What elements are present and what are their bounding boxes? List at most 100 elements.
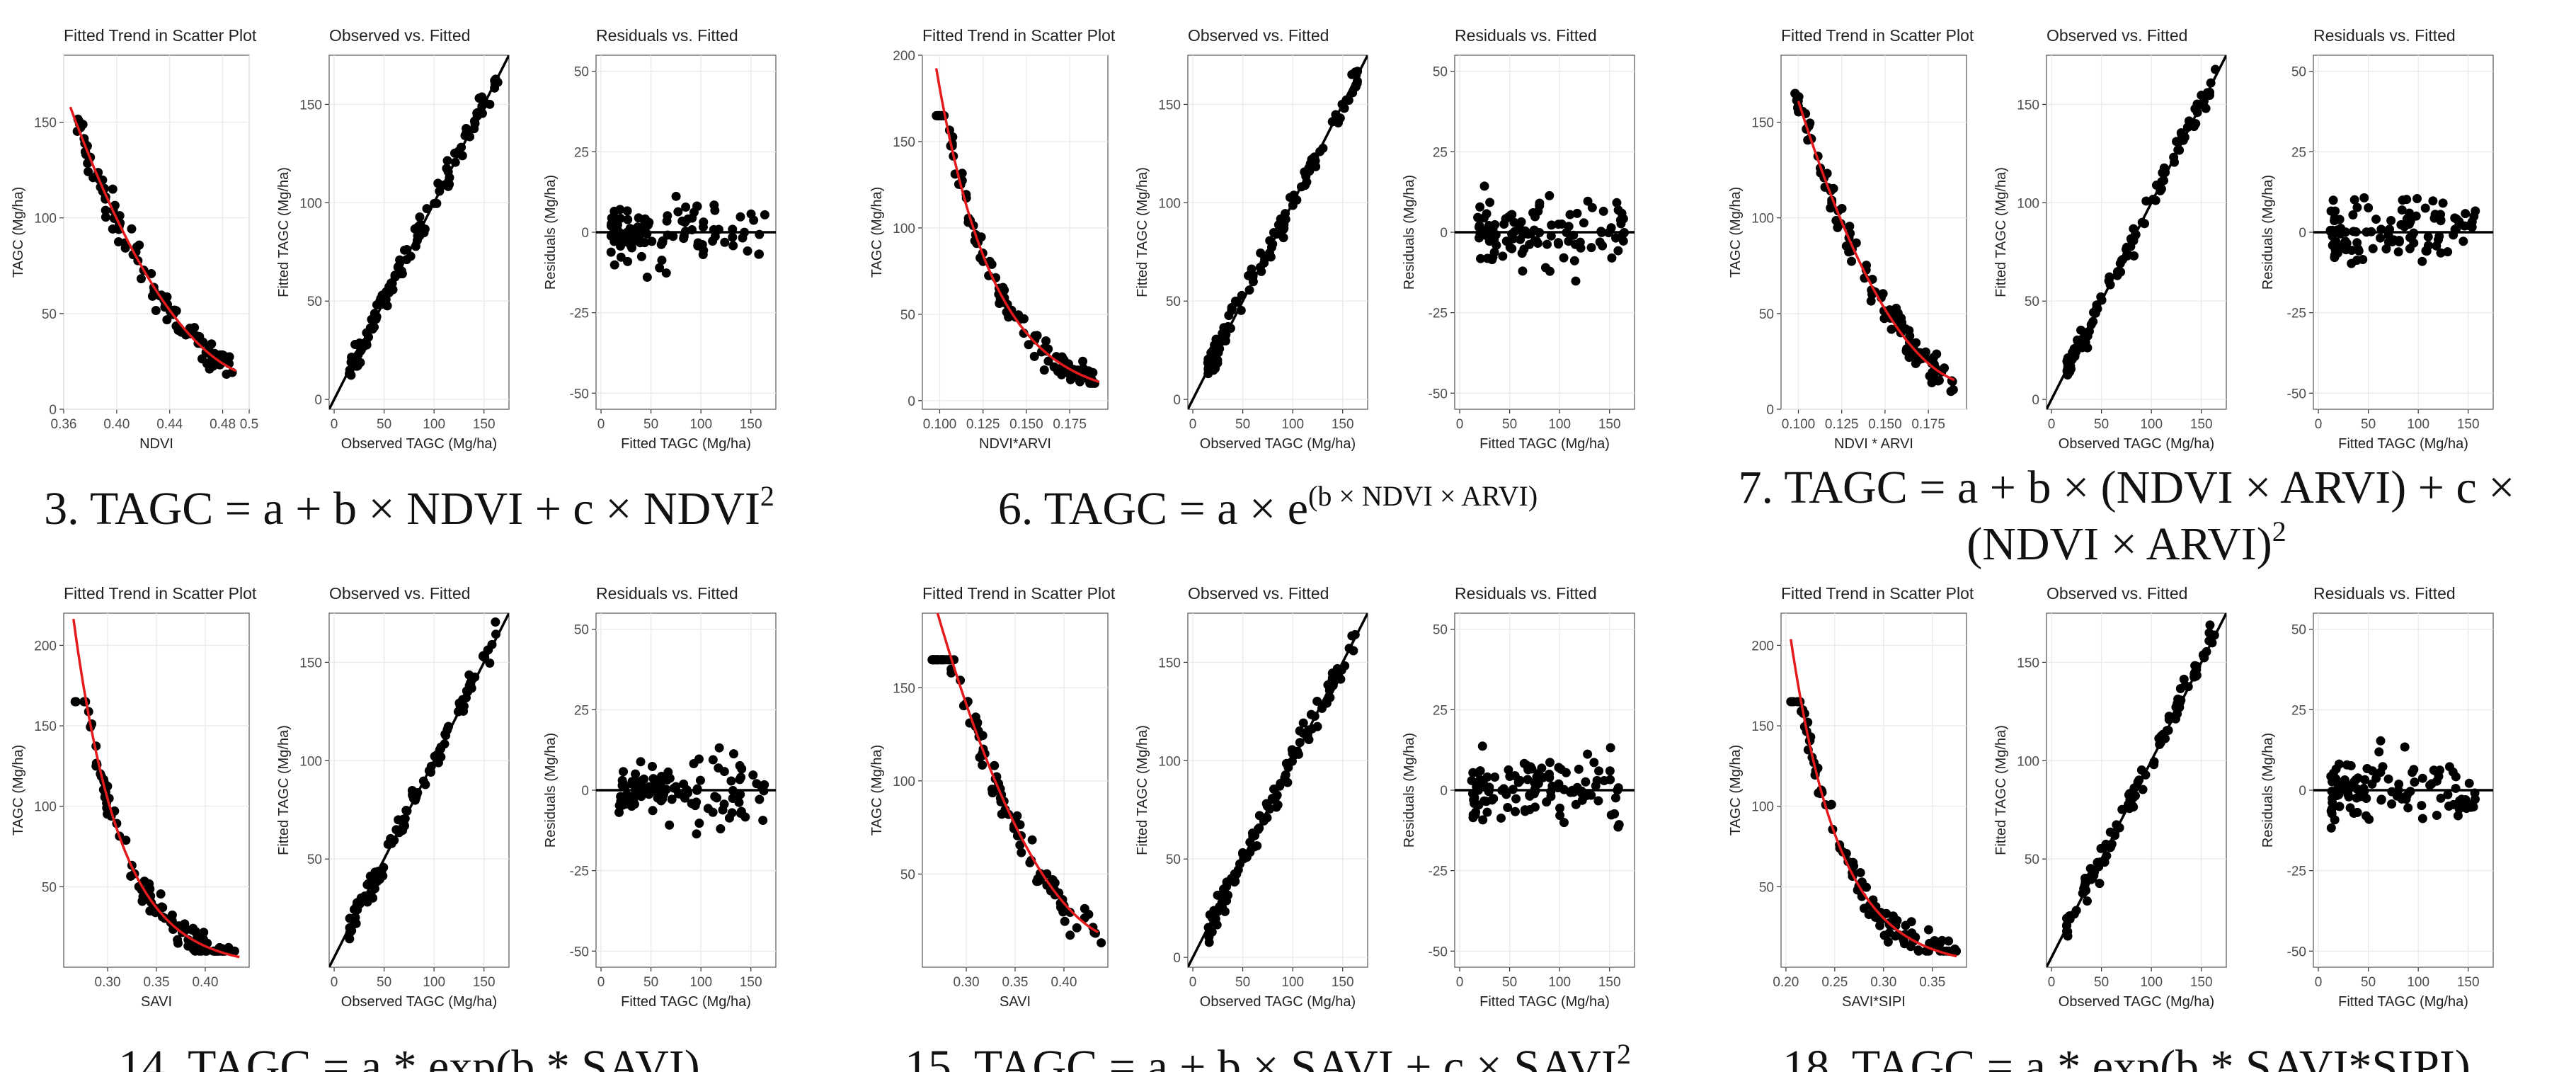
x-tick-label: 0.36 — [51, 417, 77, 432]
data-point — [1605, 766, 1615, 776]
data-point — [2352, 203, 2362, 212]
x-axis-label: SAVI — [1000, 994, 1031, 1010]
data-point — [2423, 232, 2433, 241]
data-point — [1298, 718, 1308, 728]
data-point — [1606, 223, 1616, 233]
x-tick-label: 100 — [2140, 975, 2163, 990]
data-point — [710, 205, 720, 215]
y-tick-label: 150 — [1751, 719, 1774, 734]
data-point — [395, 255, 405, 265]
data-point — [1946, 387, 1956, 397]
data-point — [2436, 793, 2446, 803]
data-point — [671, 191, 681, 201]
data-point — [1555, 811, 1565, 821]
data-point — [735, 809, 745, 819]
x-tick-label: 0 — [2315, 417, 2323, 432]
y-tick-label: 50 — [2025, 853, 2039, 867]
data-point — [1043, 356, 1053, 366]
data-point — [978, 731, 988, 741]
x-axis-label: Observed TAGC (Mg/ha) — [2059, 436, 2214, 452]
x-tick-label: 0.20 — [1773, 975, 1799, 990]
data-point — [634, 213, 643, 223]
data-point — [1837, 204, 1847, 214]
caption-superscript: 2 — [760, 480, 774, 512]
data-point — [350, 340, 360, 350]
data-point — [728, 793, 738, 803]
x-tick-label: 0.35 — [144, 975, 170, 990]
data-point — [2402, 214, 2412, 224]
y-tick-label: 50 — [42, 880, 57, 895]
data-point — [1499, 219, 1509, 229]
data-point — [1055, 365, 1065, 375]
data-point — [1565, 210, 1575, 219]
data-point — [1599, 776, 1609, 786]
data-point — [636, 780, 646, 789]
data-point — [714, 743, 724, 753]
data-point — [2330, 776, 2340, 786]
data-point — [1041, 346, 1051, 356]
y-tick-label: -50 — [2287, 387, 2306, 401]
observed-vs-fitted-panel: Observed vs. Fitted 0 50 100 150 0 50 100 150 Obs… — [1135, 26, 1368, 452]
x-tick-label: 0.35 — [1919, 975, 1945, 990]
x-tick-label: 50 — [377, 417, 391, 432]
data-point — [2412, 194, 2422, 204]
data-point — [1545, 758, 1555, 768]
data-point — [726, 776, 736, 786]
y-tick-label: 50 — [1759, 307, 1774, 322]
data-point — [703, 804, 713, 814]
data-point — [1618, 229, 1628, 239]
y-tick-label: 150 — [34, 719, 57, 734]
data-point — [1256, 248, 1266, 258]
data-point — [2376, 736, 2386, 746]
caption-superscript: 2 — [1617, 1038, 1631, 1070]
data-point — [1847, 256, 1857, 266]
x-tick-label: 100 — [1548, 417, 1571, 432]
model-m14: Fitted Trend in Scatter Plot 0.30 0.35 0.40… — [11, 584, 777, 1072]
observed-vs-fitted-panel: Observed vs. Fitted 0 50 100 150 0 50 100 150 Obs… — [276, 26, 510, 452]
x-tick-label: 0.40 — [1051, 975, 1077, 990]
x-tick-label: 0 — [2048, 417, 2056, 432]
data-point — [372, 300, 382, 310]
panel-title: Residuals vs. Fitted — [596, 584, 738, 603]
data-point — [382, 301, 392, 311]
y-tick-label: 0 — [2299, 226, 2306, 241]
x-axis-label: Fitted TAGC (Mg/ha) — [2338, 994, 2468, 1010]
plot-marks — [1790, 89, 1958, 397]
data-point — [1467, 775, 1477, 785]
x-tick-label: 0 — [597, 417, 605, 432]
data-point — [1561, 768, 1571, 777]
y-tick-label: 150 — [1751, 116, 1774, 131]
y-tick-label: 150 — [893, 681, 915, 696]
data-point — [1204, 937, 1214, 947]
observed-vs-fitted-panel: Observed vs. Fitted 0 50 100 150 50 100 150 Obse… — [276, 584, 510, 1010]
data-point — [1072, 923, 1082, 933]
y-tick-label: 0 — [1440, 784, 1448, 799]
data-point — [410, 224, 420, 234]
data-point — [1078, 356, 1088, 366]
data-point — [728, 232, 738, 242]
data-point — [1613, 822, 1623, 832]
data-point — [1504, 765, 1513, 775]
data-point — [1057, 352, 1067, 362]
data-point — [2349, 195, 2359, 205]
data-point — [2407, 232, 2417, 241]
data-point — [934, 110, 944, 120]
data-point — [1468, 768, 1478, 777]
data-point — [1484, 236, 1494, 246]
data-point — [1506, 210, 1516, 220]
data-point — [1899, 939, 1909, 949]
data-point — [2201, 103, 2211, 113]
data-point — [1891, 313, 1901, 323]
data-point — [1613, 246, 1623, 256]
data-point — [748, 770, 758, 780]
y-tick-label: 50 — [574, 65, 589, 80]
identity-line — [1188, 613, 1368, 967]
data-point — [1498, 251, 1508, 261]
y-tick-label: 200 — [34, 639, 57, 654]
panel-title: Observed vs. Fitted — [329, 584, 470, 603]
data-point — [158, 903, 168, 913]
residuals-panel: Residuals vs. Fitted 0 50 100 150 -50 -25 0 25 50… — [543, 584, 777, 1010]
data-point — [689, 759, 699, 769]
plot-marks — [70, 618, 240, 959]
y-tick-label: 50 — [2025, 295, 2039, 309]
